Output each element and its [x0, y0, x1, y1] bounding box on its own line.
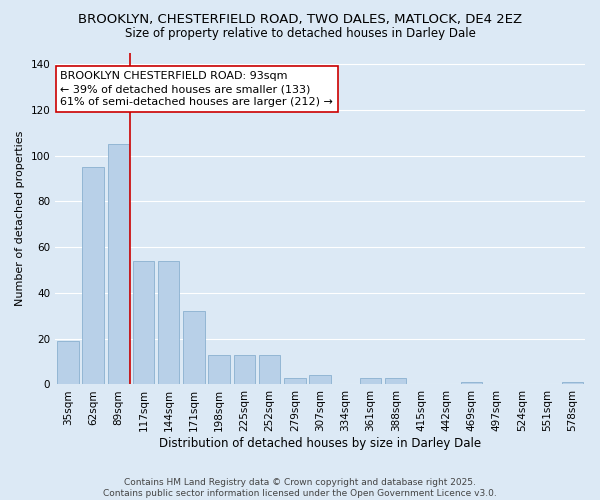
- Bar: [562, 382, 583, 384]
- Bar: [385, 378, 406, 384]
- Y-axis label: Number of detached properties: Number of detached properties: [15, 131, 25, 306]
- Text: BROOKLYN CHESTERFIELD ROAD: 93sqm
← 39% of detached houses are smaller (133)
61%: BROOKLYN CHESTERFIELD ROAD: 93sqm ← 39% …: [60, 71, 333, 107]
- Bar: [57, 341, 79, 384]
- Bar: [208, 354, 230, 384]
- Bar: [461, 382, 482, 384]
- Text: BROOKLYN, CHESTERFIELD ROAD, TWO DALES, MATLOCK, DE4 2EZ: BROOKLYN, CHESTERFIELD ROAD, TWO DALES, …: [78, 12, 522, 26]
- Text: Contains HM Land Registry data © Crown copyright and database right 2025.
Contai: Contains HM Land Registry data © Crown c…: [103, 478, 497, 498]
- Bar: [233, 354, 255, 384]
- Text: Size of property relative to detached houses in Darley Dale: Size of property relative to detached ho…: [125, 28, 475, 40]
- Bar: [284, 378, 305, 384]
- Bar: [133, 261, 154, 384]
- Bar: [183, 311, 205, 384]
- Bar: [107, 144, 129, 384]
- X-axis label: Distribution of detached houses by size in Darley Dale: Distribution of detached houses by size …: [159, 437, 481, 450]
- Bar: [82, 167, 104, 384]
- Bar: [158, 261, 179, 384]
- Bar: [360, 378, 381, 384]
- Bar: [310, 376, 331, 384]
- Bar: [259, 354, 280, 384]
